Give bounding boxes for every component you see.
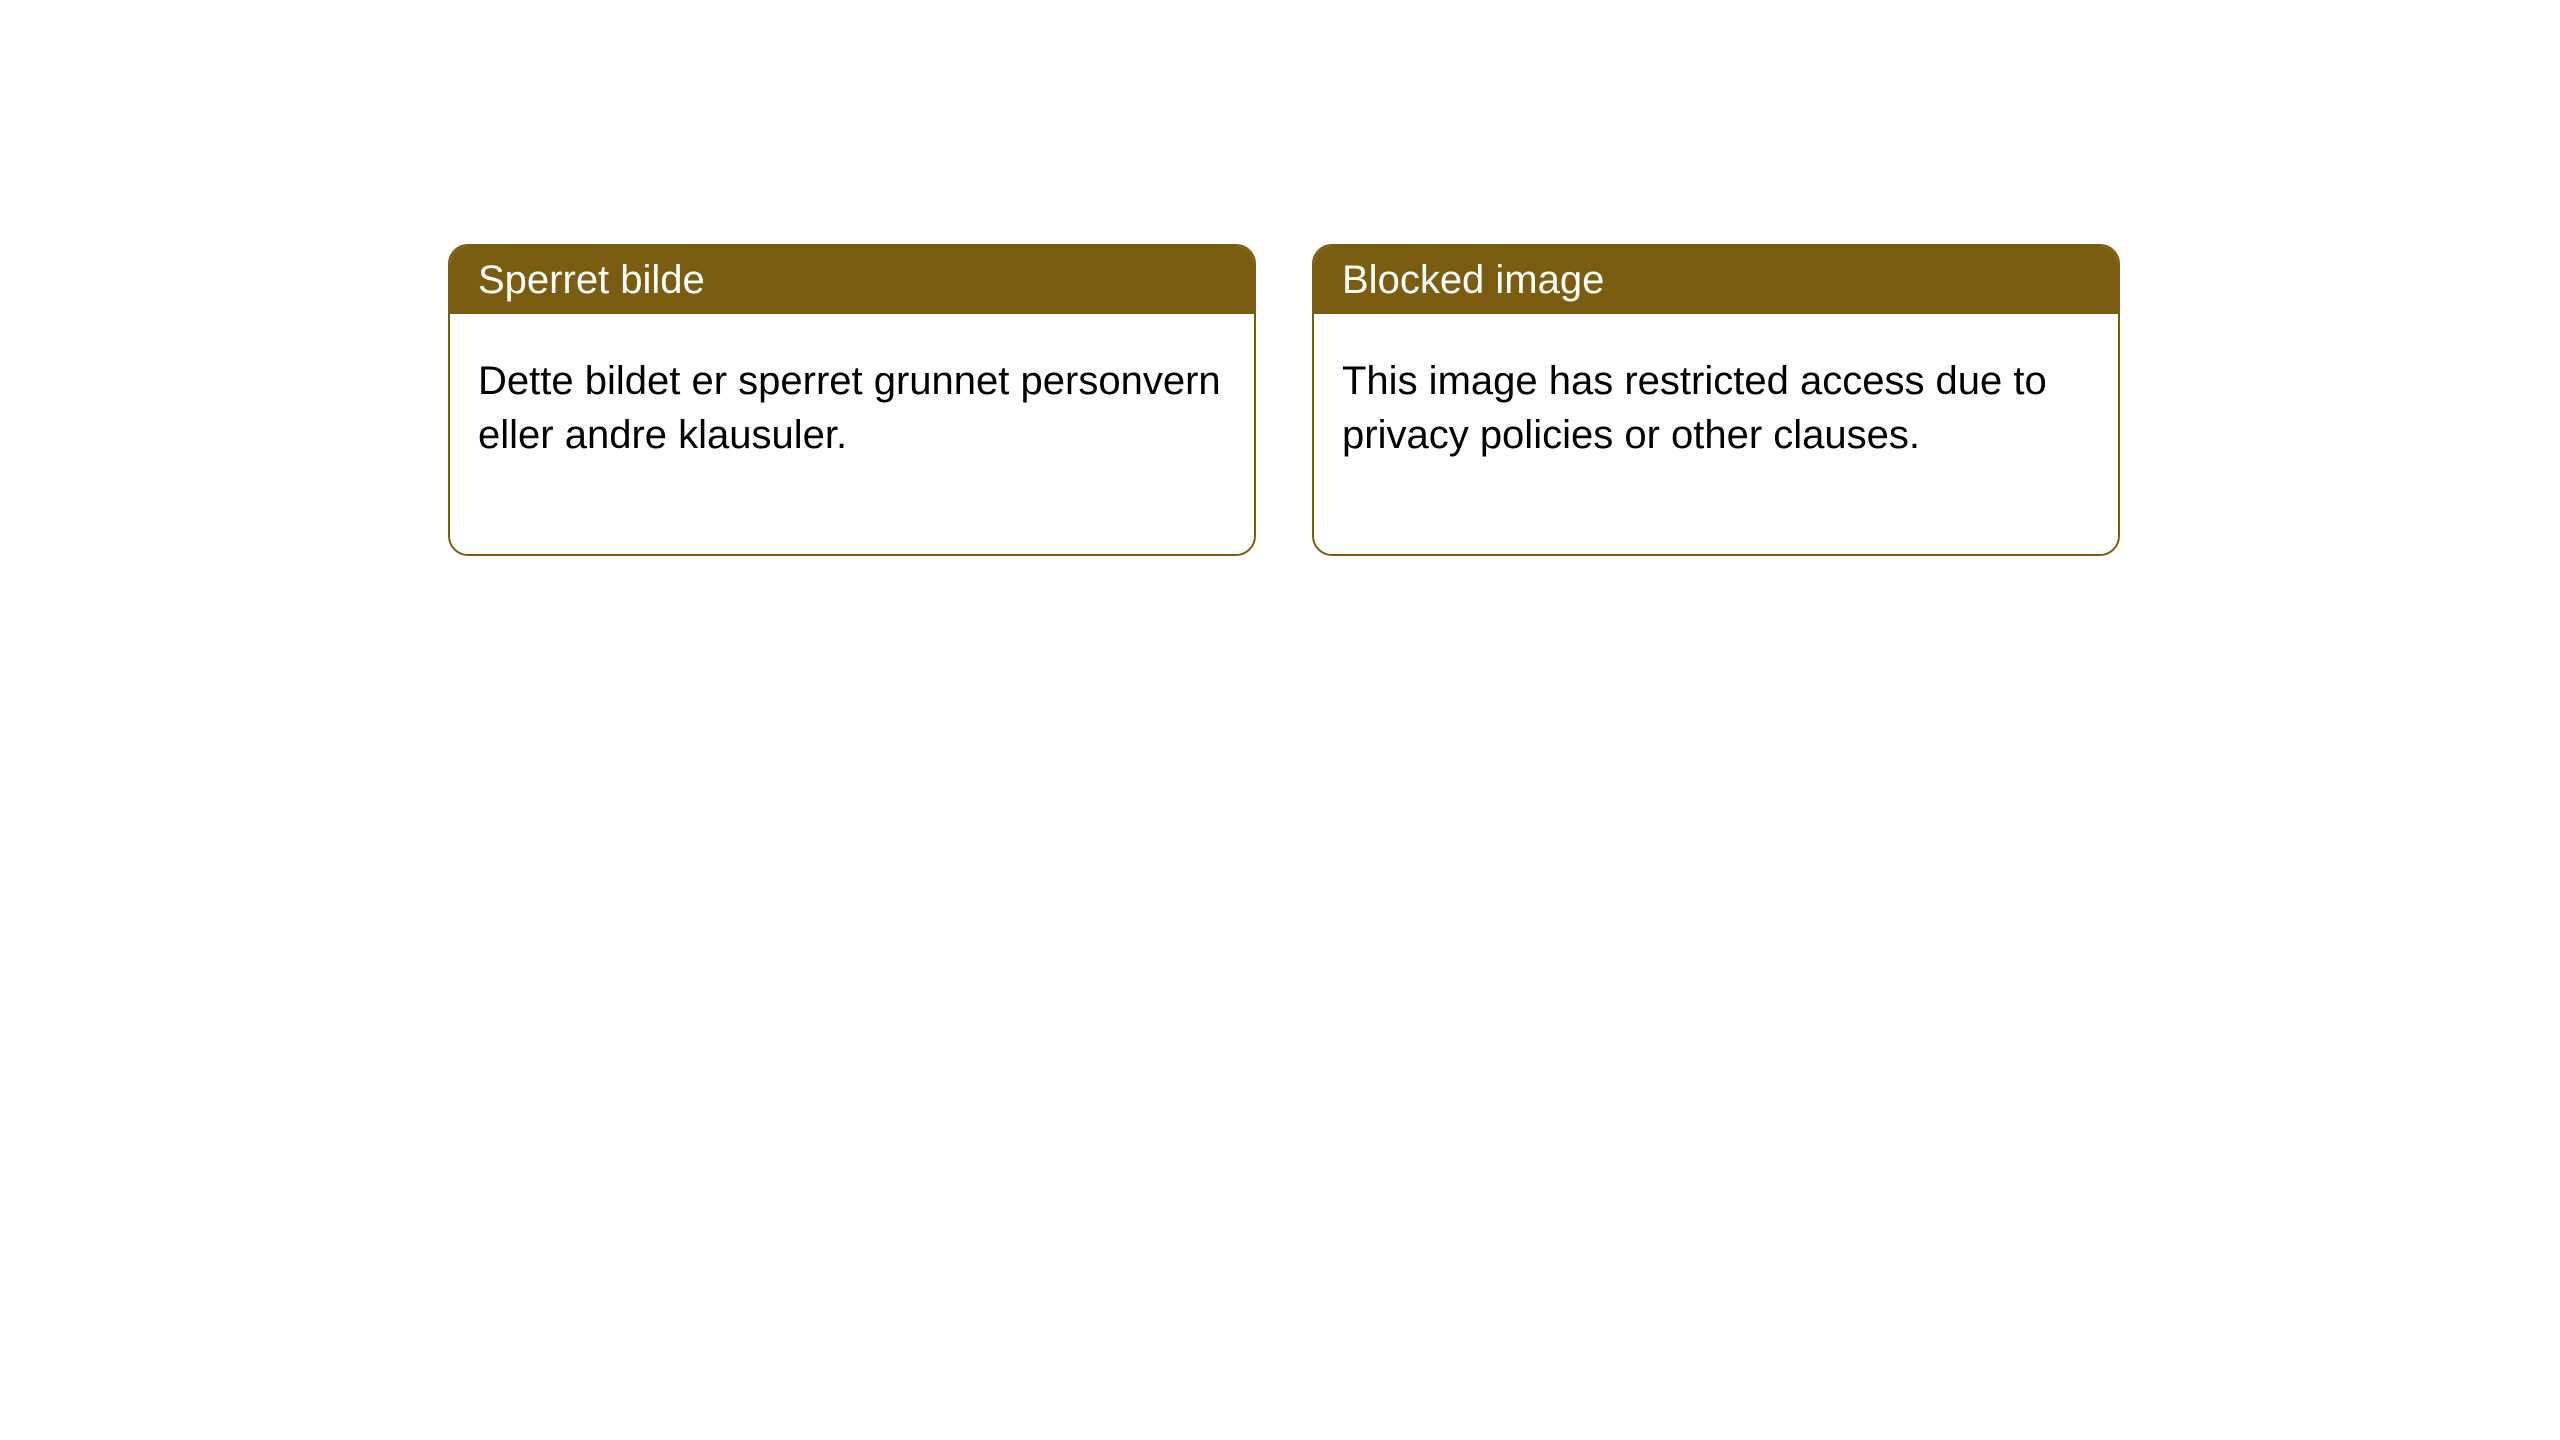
blocked-image-card-en: Blocked image This image has restricted … [1312, 244, 2120, 556]
card-body: Dette bildet er sperret grunnet personve… [450, 314, 1254, 554]
cards-container: Sperret bilde Dette bildet er sperret gr… [448, 244, 2120, 556]
card-header: Sperret bilde [450, 246, 1254, 314]
card-body: This image has restricted access due to … [1314, 314, 2118, 554]
card-header: Blocked image [1314, 246, 2118, 314]
blocked-image-card-no: Sperret bilde Dette bildet er sperret gr… [448, 244, 1256, 556]
